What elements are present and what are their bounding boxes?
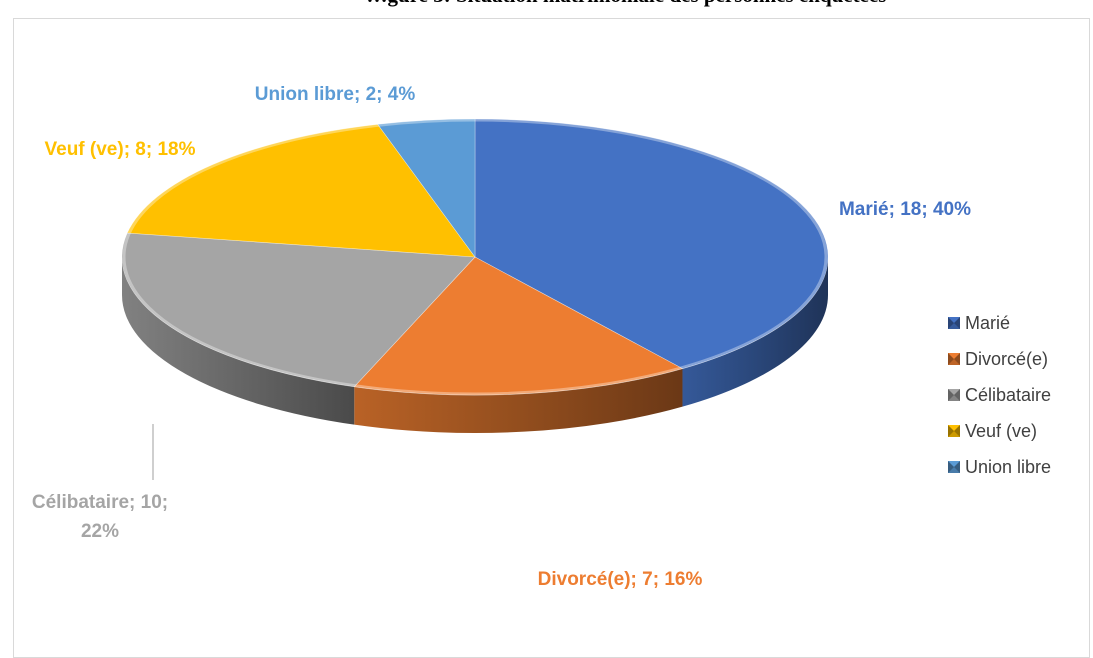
legend-label-celibataire: Célibataire <box>965 385 1051 405</box>
pie-sides <box>122 257 828 433</box>
legend-swatch-bottom <box>948 395 960 401</box>
legend-swatch-bottom <box>948 431 960 437</box>
legend-item-union-libre[interactable]: Union libre <box>948 457 1051 477</box>
legend-item-veuf-ve[interactable]: Veuf (ve) <box>948 421 1037 441</box>
pie-side-marie <box>682 257 828 407</box>
legend-item-marie[interactable]: Marié <box>948 313 1010 333</box>
pie-slice-union-libre[interactable] <box>377 118 476 258</box>
legend-label-veuf-ve: Veuf (ve) <box>965 421 1037 441</box>
legend-swatch-bottom <box>948 467 960 473</box>
legend-swatch-top <box>948 317 960 323</box>
legend-label-marie: Marié <box>965 313 1010 333</box>
data-label-marie: Marié; 18; 40% <box>839 199 971 220</box>
data-label-divorce-e: Divorcé(e); 7; 16% <box>538 569 703 590</box>
legend: Marié Divorcé(e) Célibataire Veuf (ve) Union… <box>948 313 1051 477</box>
pie-side-celibataire <box>122 257 355 425</box>
pie-slice-celibataire[interactable] <box>121 232 476 387</box>
legend-swatch-top <box>948 389 960 395</box>
legend-label-union-libre: Union libre <box>965 457 1051 477</box>
legend-swatch-top <box>948 425 960 431</box>
pie-slice-veuf-ve[interactable] <box>126 124 476 258</box>
data-label-veuf-ve: Veuf (ve); 8; 18% <box>45 139 196 160</box>
data-label-union-libre: Union libre; 2; 4% <box>255 84 416 105</box>
legend-swatch-bottom <box>948 359 960 365</box>
chart-title: …gure 3: Situation matrimoniale des pers… <box>0 0 1093 16</box>
legend-label-divorce-e: Divorcé(e) <box>965 349 1048 369</box>
pie-side-divorce-e <box>354 368 683 433</box>
legend-swatch-top <box>948 461 960 467</box>
pie-slices <box>121 118 829 396</box>
pie-slice-divorce-e[interactable] <box>353 256 684 396</box>
legend-swatch-top <box>948 353 960 359</box>
legend-item-divorce-e[interactable]: Divorcé(e) <box>948 349 1048 369</box>
legend-swatch-bottom <box>948 323 960 329</box>
pie-slice-marie[interactable] <box>474 118 829 369</box>
pie-rim-highlight <box>122 118 828 396</box>
data-label-celibataire: Célibataire; 10; 22% <box>32 492 168 542</box>
legend-item-celibataire[interactable]: Célibataire <box>948 385 1051 405</box>
